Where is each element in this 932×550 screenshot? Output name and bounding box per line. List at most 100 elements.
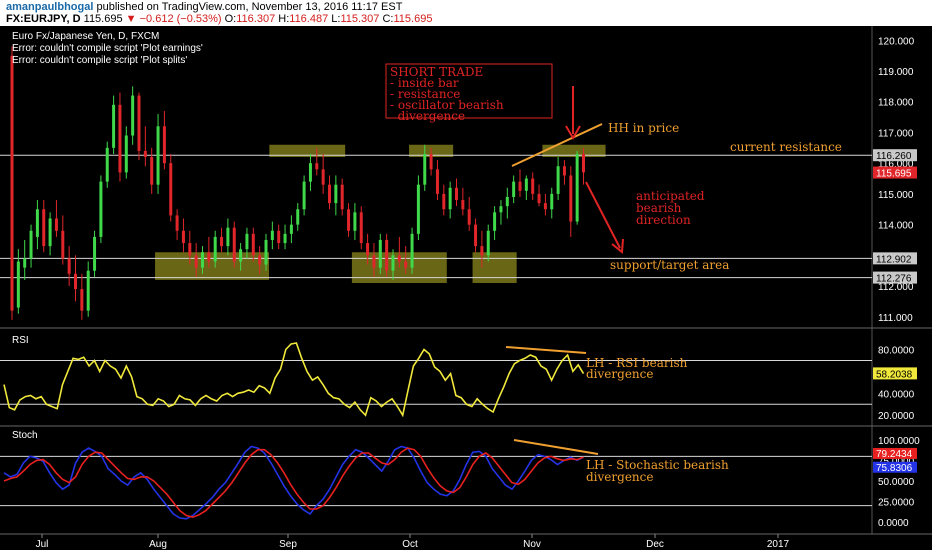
- rsi-divergence-line-1: LH - RSI bearish: [586, 356, 688, 370]
- candle-body: [562, 166, 566, 176]
- price-badge: [873, 166, 917, 179]
- indicator-tick-label: 80.0000: [878, 346, 915, 357]
- candle-body: [220, 236, 224, 247]
- candle: [423, 144, 427, 191]
- rsi-title: RSI: [12, 335, 29, 346]
- candle: [353, 203, 357, 240]
- zone-6: [542, 144, 606, 158]
- author-link[interactable]: amanpaulbhogal: [6, 1, 94, 13]
- bearish-direction-arrow: [585, 181, 621, 249]
- candle-body: [543, 203, 547, 210]
- price-axis: 120.000 119.000 118.000 117.000 116.000 115.0…: [873, 36, 917, 324]
- price-tick-label: 114.000: [878, 221, 914, 232]
- candle-body: [169, 163, 173, 216]
- candle: [99, 175, 103, 244]
- legend-error-1: Error: couldn't compile script 'Plot ear…: [12, 43, 203, 54]
- candle-body: [48, 218, 52, 247]
- support-target-label: support/target area: [610, 258, 729, 272]
- chart-canvas[interactable]: 120.000 119.000 118.000 117.000 116.000 115.0…: [0, 26, 932, 550]
- candle: [16, 249, 20, 314]
- candle: [493, 206, 497, 240]
- candle: [556, 157, 560, 201]
- candle: [112, 95, 116, 154]
- candle: [131, 86, 135, 145]
- candle-body: [86, 270, 90, 311]
- stoch-pane: Stoch 100.000075.000050.000025.00000.000…: [0, 430, 920, 529]
- candle-body: [353, 212, 357, 231]
- candle-body: [512, 181, 516, 197]
- candle-body: [486, 230, 490, 256]
- candle-body: [29, 230, 33, 259]
- candle: [143, 126, 147, 167]
- candle: [162, 110, 166, 170]
- stoch-badge-d-label: 79.2434: [876, 449, 913, 460]
- candle: [391, 249, 395, 280]
- published-text: published on TradingView.com, November 1…: [96, 1, 403, 13]
- candle: [537, 184, 541, 207]
- price-tick-label: 117.000: [878, 128, 914, 139]
- candle-body: [550, 193, 554, 210]
- candle-body: [162, 126, 166, 164]
- last-price: 115.695: [83, 13, 123, 25]
- anticipated-line-1: anticipated: [636, 189, 705, 203]
- symbol-label: FX:EURJPY, D: [6, 13, 81, 25]
- zone-3: [472, 252, 517, 283]
- indicator-tick-label: 50.0000: [878, 477, 915, 488]
- pane-frames: [0, 26, 932, 535]
- candle-body: [334, 184, 338, 204]
- candle-body: [232, 227, 236, 262]
- indicator-tick-label: 0.0000: [878, 518, 909, 529]
- legend-error-2: Error: couldn't compile script 'Plot spl…: [12, 55, 187, 66]
- candle-body: [493, 212, 497, 231]
- candle-body: [105, 147, 109, 182]
- candle: [575, 150, 579, 225]
- candle-body: [315, 163, 319, 170]
- candle: [232, 221, 236, 268]
- candle: [442, 184, 446, 216]
- bearish-direction-arrow-head: [611, 238, 624, 254]
- hh-label: HH in price: [608, 121, 679, 135]
- candle: [245, 227, 249, 259]
- candle-body: [201, 252, 204, 268]
- candle: [569, 166, 573, 237]
- candle-body: [35, 209, 39, 237]
- candle-body: [410, 233, 414, 268]
- candle: [505, 187, 509, 219]
- anticipated-line-3: direction: [636, 213, 691, 227]
- candle-body: [518, 181, 522, 191]
- down-arrow-top-head: [565, 125, 581, 140]
- candle: [207, 236, 211, 268]
- indicator-line-1: [3, 342, 585, 418]
- candle-body: [531, 178, 535, 194]
- candle: [308, 153, 312, 191]
- price-tick-label: 115.000: [878, 190, 914, 201]
- candle: [340, 178, 344, 216]
- candle: [29, 224, 33, 268]
- indicator-tick-label: 40.0000: [878, 389, 915, 400]
- price-tick-label: 118.000: [878, 98, 914, 109]
- candle: [258, 246, 262, 274]
- candle-body: [99, 181, 103, 237]
- header-bar: amanpaulbhogal published on TradingView.…: [0, 0, 932, 26]
- legend-title: Euro Fx/Japanese Yen, D, FXCM: [12, 31, 159, 42]
- time-tick-label: Dec: [646, 539, 664, 550]
- price-badge: [873, 252, 917, 265]
- candle-body: [391, 255, 395, 271]
- candle: [461, 187, 465, 216]
- candle-body: [93, 236, 97, 271]
- candle-body: [74, 273, 77, 290]
- rsi-badge: [873, 367, 917, 380]
- candle-body: [474, 224, 478, 247]
- candle: [54, 200, 58, 237]
- candle: [67, 246, 71, 287]
- candle: [251, 227, 255, 262]
- candle-body: [194, 255, 198, 268]
- candle: [169, 153, 173, 222]
- candle-body: [385, 239, 389, 271]
- candle: [543, 193, 547, 216]
- indicator-tick-label: 25.0000: [878, 498, 915, 509]
- close-value: 115.695: [393, 13, 433, 25]
- candle-body: [188, 243, 192, 256]
- candle-body: [137, 95, 141, 151]
